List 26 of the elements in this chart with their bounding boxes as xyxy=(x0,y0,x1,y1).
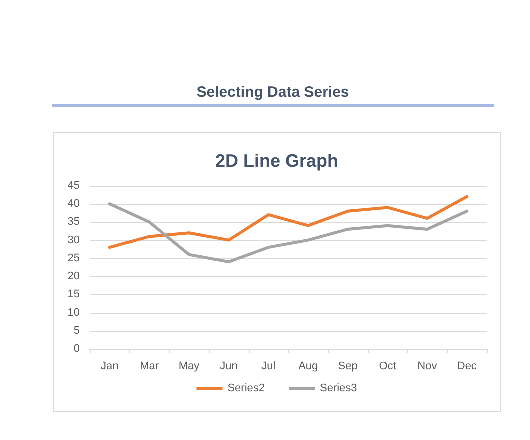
line-series xyxy=(108,195,469,250)
x-tick-label: Oct xyxy=(379,360,396,372)
x-tick-label: Nov xyxy=(418,360,438,372)
x-tick-label: Jan xyxy=(100,360,119,372)
x-tick-label: May xyxy=(178,360,200,372)
text: Selecting Data Series xyxy=(196,84,350,101)
y-tick-label: 5 xyxy=(74,324,80,337)
y-tick-label: 10 xyxy=(68,306,80,319)
y-tick-label: 25 xyxy=(68,252,80,264)
y-tick-label: 0 xyxy=(74,343,80,355)
line-series xyxy=(108,202,469,264)
y-tick-label: 35 xyxy=(68,216,80,228)
y-tick-label: 15 xyxy=(68,288,80,301)
x-tick-label: Aug xyxy=(298,360,318,372)
x-tick-label: Mar xyxy=(140,360,160,372)
y-tick-label: 40 xyxy=(68,198,80,210)
legend-label: Series3 xyxy=(320,382,358,394)
x-tick-label: Jul xyxy=(262,360,276,372)
x-tick-label: Jun xyxy=(220,360,238,372)
chart-title: 2D Line Graph xyxy=(215,151,339,171)
y-tick-label: 20 xyxy=(68,270,80,283)
y-tick-label: 45 xyxy=(68,180,80,192)
legend-label: Series2 xyxy=(228,382,265,394)
x-tick-label: Sep xyxy=(338,360,358,372)
y-tick-label: 30 xyxy=(68,234,80,246)
x-tick-label: Dec xyxy=(457,360,478,372)
